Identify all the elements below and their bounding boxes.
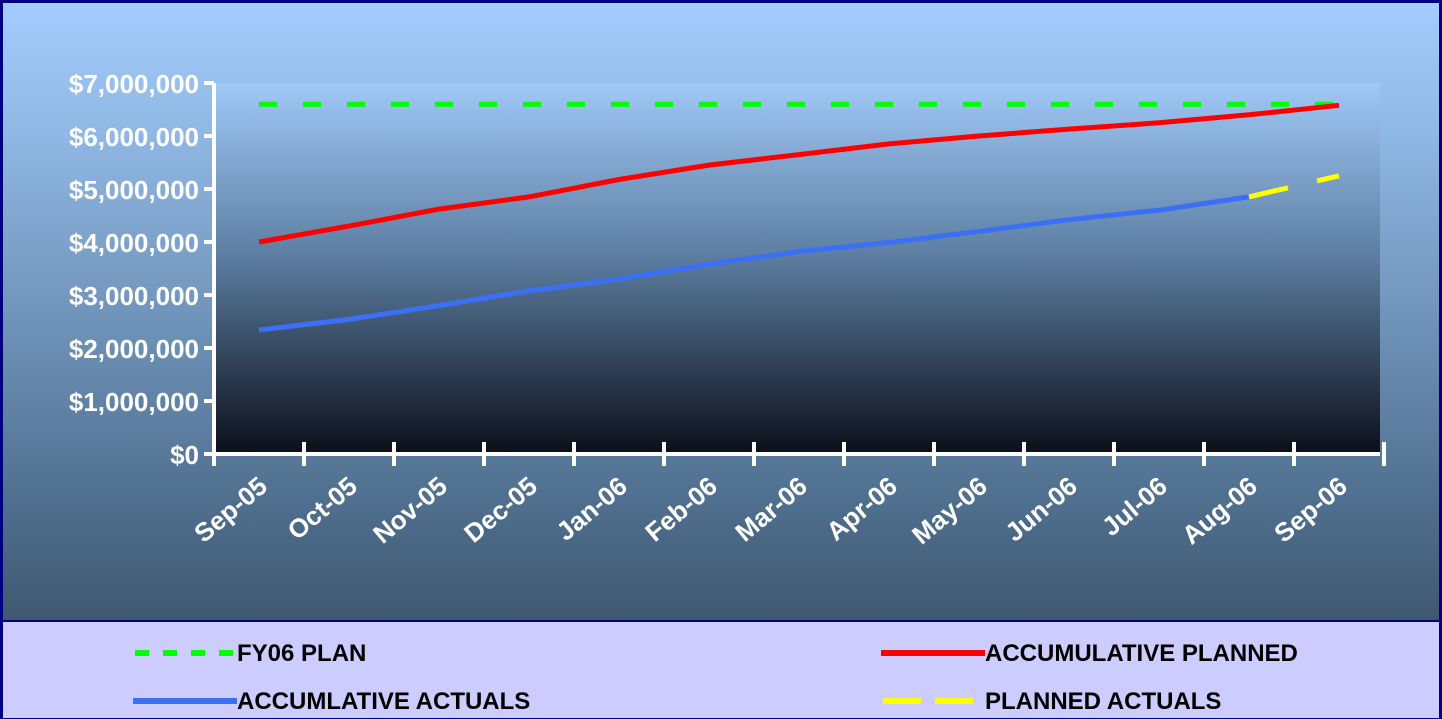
x-tick-label: May-06: [906, 471, 993, 551]
legend-swatch-accumulative-planned: [881, 650, 985, 656]
x-tick-label: Dec-05: [458, 471, 543, 549]
x-tick-label: Mar-06: [729, 471, 812, 548]
legend-swatch-planned-actuals: [883, 698, 983, 704]
series-line-planned-actuals: [1248, 173, 1340, 200]
legend-label-accumlative-actuals: ACCUMLATIVE ACTUALS: [237, 688, 531, 715]
y-tick-label: $3,000,000: [69, 281, 199, 311]
y-tick-label: $5,000,000: [69, 175, 199, 205]
y-tick-label: $0: [170, 440, 199, 470]
series-line-accumlative-actuals: [258, 194, 1250, 333]
series-line-accumulative-planned: [258, 102, 1340, 245]
x-tick-label: Feb-06: [639, 471, 722, 548]
y-tick-label: $7,000,000: [69, 69, 199, 99]
x-tick-label: Nov-05: [367, 471, 453, 550]
legend: FY06 PLAN ACCUMULATIVE PLANNED ACCUMLATI…: [3, 620, 1439, 718]
legend-label-fy06-plan: FY06 PLAN: [237, 640, 367, 667]
x-tick-label: Sep-06: [1268, 471, 1353, 549]
x-tick-label: Aug-06: [1176, 471, 1263, 551]
legend-swatch-fy06-plan: [135, 650, 235, 656]
y-tick-label: $4,000,000: [69, 228, 199, 258]
line-chart: $0 $1,000,000 $2,000,000 $3,000,000 $4,000,0…: [69, 69, 1386, 551]
plot-area: [214, 83, 1380, 454]
y-tick-label: $2,000,000: [69, 334, 199, 364]
legend-label-planned-actuals: PLANNED ACTUALS: [985, 688, 1222, 715]
x-tick-label: Jul-06: [1096, 471, 1173, 542]
legend-label-accumulative-planned: ACCUMULATIVE PLANNED: [985, 640, 1298, 667]
x-tick-label: Sep-05: [188, 471, 273, 549]
y-tick-label: $1,000,000: [69, 387, 199, 417]
x-tick-label: Oct-05: [282, 471, 363, 546]
x-tick-label: Apr-06: [820, 471, 902, 547]
legend-swatch-accumlative-actuals: [133, 698, 237, 704]
y-tick-label: $6,000,000: [69, 122, 199, 152]
x-tick-label: Jan-06: [550, 471, 632, 547]
x-tick-label: Jun-06: [999, 471, 1082, 548]
